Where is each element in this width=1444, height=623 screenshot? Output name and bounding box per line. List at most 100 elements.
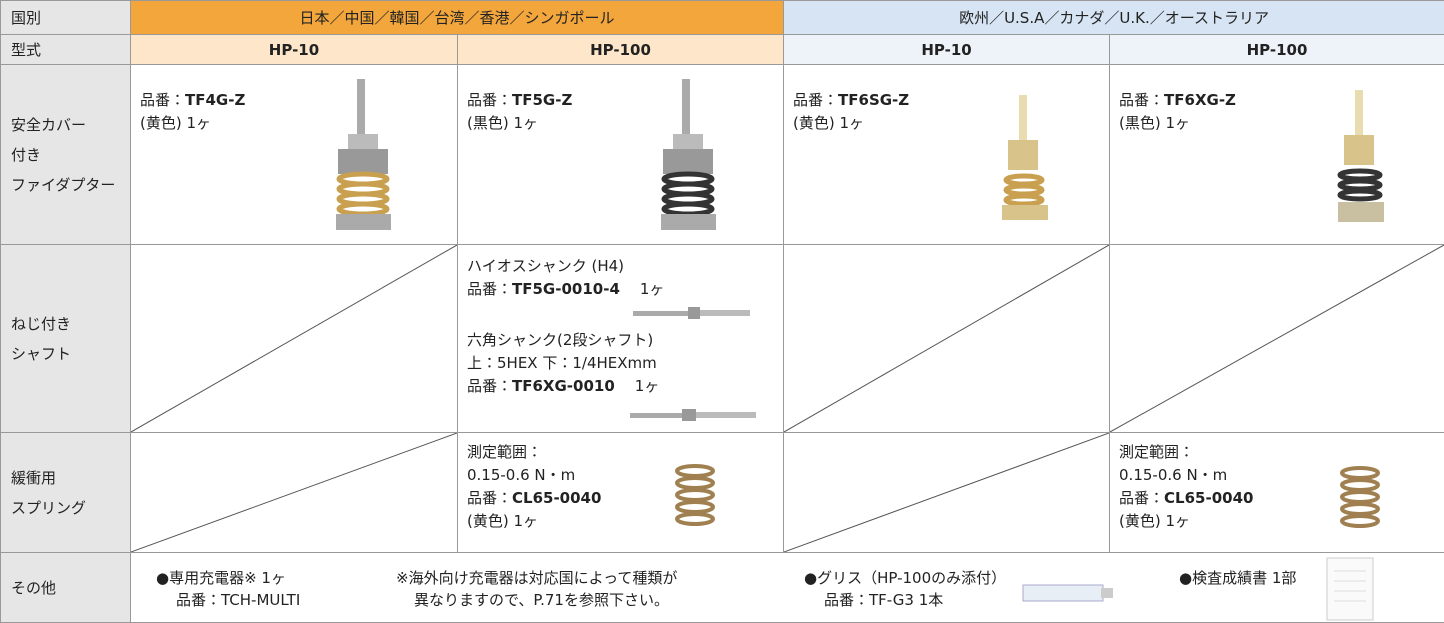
text: (黒色) 1ヶ	[467, 114, 538, 132]
text: 六角シャンク(2段シャフト)	[467, 331, 653, 349]
cell: 品番：TF4G-Z (黄色) 1ヶ	[131, 65, 458, 245]
diagonal	[131, 245, 457, 432]
model-header: HP-100	[1110, 35, 1444, 65]
text-line: 品番：TF5G-Z	[467, 89, 572, 112]
cell-text: 測定範囲： 0.15-0.6 N・m 品番：CL65-0040 (黄色) 1ヶ	[467, 441, 601, 533]
other-item: ●グリス（HP-100のみ添付）品番：TF-G3 1本	[804, 567, 1006, 611]
text: 1ヶ	[635, 377, 660, 395]
text-line: 0.15-0.6 N・m	[467, 464, 601, 487]
cell: 品番：TF6SG-Z (黄色) 1ヶ	[784, 65, 1110, 245]
other-line: ※海外向け充電器は対応国によって種類が	[396, 567, 677, 589]
text-line: (黄色) 1ヶ	[793, 112, 909, 135]
text-line: ハイオスシャンク (H4)	[467, 255, 664, 278]
row-label-line: ねじ付き	[11, 309, 130, 339]
text-line: 品番：CL65-0040	[1119, 487, 1253, 510]
text: ハイオスシャンク (H4)	[467, 257, 624, 275]
other-item: ●専用充電器※ 1ヶ品番：TCH-MULTI	[156, 567, 300, 611]
cell-text: 品番：TF4G-Z (黄色) 1ヶ	[140, 89, 245, 135]
other-item: ●検査成績書 1部	[1179, 567, 1296, 589]
row-label: 安全カバー付きファイダプター	[1, 65, 131, 245]
cell: 測定範囲： 0.15-0.6 N・m 品番：CL65-0040 (黄色) 1ヶ	[458, 433, 784, 553]
adapter-image	[651, 79, 721, 234]
diagonal	[784, 433, 1109, 552]
row-label: その他	[1, 553, 131, 623]
text: (黄色) 1ヶ	[793, 114, 864, 132]
model-header: HP-100	[458, 35, 784, 65]
other-line: 品番：TF-G3 1本	[804, 589, 1006, 611]
model-header: HP-10	[784, 35, 1110, 65]
spring-image	[1338, 465, 1382, 535]
cell	[784, 433, 1110, 553]
row-label-line: その他	[11, 573, 130, 603]
row-label-line: 安全カバー	[11, 110, 130, 140]
region-header: 日本／中国／韓国／台湾／香港／シンガポール	[131, 1, 784, 35]
other-line: ●専用充電器※ 1ヶ	[156, 567, 300, 589]
text-line: 六角シャンク(2段シャフト)	[467, 329, 664, 352]
diagonal	[1110, 245, 1444, 432]
row-label-line: 緩衝用	[11, 463, 130, 493]
text: 品番：	[467, 91, 512, 109]
row-label-line: ファイダプター	[11, 170, 130, 200]
text-line: 品番：TF6SG-Z	[793, 89, 909, 112]
text-line: 0.15-0.6 N・m	[1119, 464, 1253, 487]
part-number: TF6XG-0010	[512, 377, 615, 395]
text-line: 品番：TF6XG-Z	[1119, 89, 1236, 112]
other-cell: ●専用充電器※ 1ヶ品番：TCH-MULTI ※海外向け充電器は対応国によって種…	[131, 553, 1444, 623]
part-number: TF6SG-Z	[838, 91, 909, 109]
report-image	[1326, 557, 1376, 621]
text-line: 上：5HEX 下：1/4HEXmm	[467, 352, 664, 375]
adapter-image	[1330, 90, 1390, 230]
text-line: 品番：CL65-0040	[467, 487, 601, 510]
text-line: (黄色) 1ヶ	[1119, 510, 1253, 533]
cell: 品番：TF5G-Z (黒色) 1ヶ	[458, 65, 784, 245]
text-line: 品番：TF4G-Z	[140, 89, 245, 112]
other-line: 品番：TCH-MULTI	[156, 589, 300, 611]
text: (黒色) 1ヶ	[1119, 114, 1190, 132]
text: 品番：	[467, 489, 512, 507]
text: 1ヶ	[640, 280, 665, 298]
adapter-image	[994, 95, 1054, 225]
diagonal	[131, 433, 457, 552]
other-line: ●グリス（HP-100のみ添付）	[804, 567, 1006, 589]
shaft-image	[630, 407, 760, 423]
text-line: (黄色) 1ヶ	[467, 510, 601, 533]
header-cell: 国別	[1, 1, 131, 35]
text: (黄色) 1ヶ	[467, 512, 538, 530]
row-label: ねじ付きシャフト	[1, 245, 131, 433]
other-line: 異なりますので、P.71を参照下さい。	[396, 589, 677, 611]
text-line: (黒色) 1ヶ	[467, 112, 572, 135]
cell-text: 品番：TF6SG-Z (黄色) 1ヶ	[793, 89, 909, 135]
text-line: 測定範囲：	[467, 441, 601, 464]
cell-text: 品番：TF5G-Z (黒色) 1ヶ	[467, 89, 572, 135]
other-item: ※海外向け充電器は対応国によって種類が異なりますので、P.71を参照下さい。	[396, 567, 677, 611]
header-cell: 型式	[1, 35, 131, 65]
row-label-line: 付き	[11, 140, 130, 170]
text: 品番：	[793, 91, 838, 109]
cell	[131, 433, 458, 553]
row-label: 緩衝用スプリング	[1, 433, 131, 553]
cell: 品番：TF6XG-Z (黒色) 1ヶ	[1110, 65, 1444, 245]
text: 品番：	[140, 91, 185, 109]
text: 品番：	[1119, 489, 1164, 507]
region-header: 欧州／U.S.A／カナダ／U.K.／オーストラリア	[784, 1, 1444, 35]
grease-image	[1021, 581, 1116, 605]
text: 品番：	[467, 280, 512, 298]
text: (黄色) 1ヶ	[1119, 512, 1190, 530]
text: (黄色) 1ヶ	[140, 114, 211, 132]
part-number: CL65-0040	[1164, 489, 1253, 507]
part-number: TF5G-Z	[512, 91, 572, 109]
other-line: ●検査成績書 1部	[1179, 567, 1296, 589]
cell	[1110, 245, 1444, 433]
part-number: TF4G-Z	[185, 91, 245, 109]
adapter-image	[326, 79, 396, 234]
diagonal	[784, 245, 1109, 432]
text: 0.15-0.6 N・m	[467, 466, 575, 484]
cell-text: 品番：TF6XG-Z (黒色) 1ヶ	[1119, 89, 1236, 135]
